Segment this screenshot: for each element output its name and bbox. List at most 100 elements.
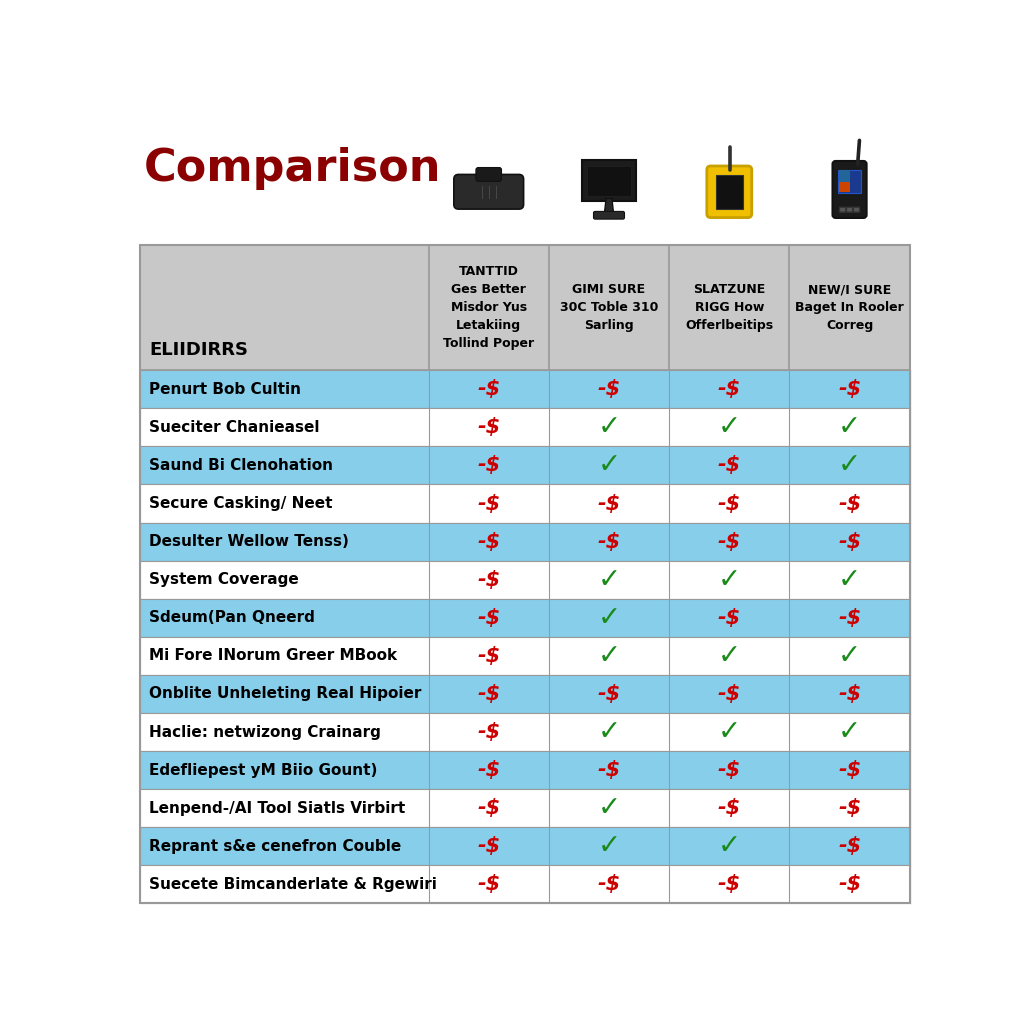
Text: ✓: ✓ — [597, 565, 621, 594]
Text: GIMI SURE
30C Toble 310
Sarling: GIMI SURE 30C Toble 310 Sarling — [560, 284, 658, 332]
Text: -$: -$ — [718, 456, 740, 475]
Text: Reprant s&e cenefron Couble: Reprant s&e cenefron Couble — [150, 839, 401, 854]
Text: Penurt Bob Cultin: Penurt Bob Cultin — [150, 382, 301, 396]
Bar — [140, 484, 909, 522]
Text: -$: -$ — [477, 760, 501, 780]
Text: -$: -$ — [477, 418, 501, 437]
FancyBboxPatch shape — [476, 168, 502, 181]
Text: ✓: ✓ — [597, 833, 621, 860]
Text: -$: -$ — [597, 531, 621, 552]
Text: -$: -$ — [838, 760, 861, 780]
Bar — [140, 446, 909, 484]
Text: Mi Fore INorum Greer MBook: Mi Fore INorum Greer MBook — [150, 648, 397, 664]
Text: -$: -$ — [477, 494, 501, 513]
Bar — [140, 827, 909, 865]
Text: -$: -$ — [838, 379, 861, 399]
Text: ✓: ✓ — [597, 452, 621, 479]
Text: -$: -$ — [477, 456, 501, 475]
Text: ✓: ✓ — [838, 414, 861, 441]
FancyBboxPatch shape — [583, 161, 636, 201]
Bar — [140, 752, 909, 790]
Text: -$: -$ — [477, 837, 501, 856]
FancyBboxPatch shape — [833, 161, 866, 218]
FancyBboxPatch shape — [707, 166, 752, 217]
Text: Lenpend-/AI Tool Siatls Virbirt: Lenpend-/AI Tool Siatls Virbirt — [150, 801, 406, 816]
Bar — [140, 371, 909, 409]
Text: ✓: ✓ — [838, 452, 861, 479]
Text: -$: -$ — [597, 874, 621, 894]
Text: ✓: ✓ — [597, 795, 621, 822]
Text: ✓: ✓ — [718, 718, 741, 746]
FancyBboxPatch shape — [839, 182, 850, 193]
Text: -$: -$ — [597, 494, 621, 513]
Text: -$: -$ — [477, 608, 501, 628]
FancyBboxPatch shape — [840, 207, 846, 212]
Text: -$: -$ — [718, 799, 740, 818]
Bar — [140, 675, 909, 713]
Text: Comparison: Comparison — [143, 146, 441, 189]
Text: ✓: ✓ — [718, 642, 741, 670]
Bar — [140, 245, 909, 371]
Text: Edefliepest yM Biio Gount): Edefliepest yM Biio Gount) — [150, 763, 378, 777]
FancyBboxPatch shape — [847, 207, 853, 212]
Text: Secure Casking/ Neet: Secure Casking/ Neet — [150, 496, 333, 511]
FancyBboxPatch shape — [839, 170, 861, 194]
Text: Saund Bi Clenohation: Saund Bi Clenohation — [150, 458, 333, 473]
Text: -$: -$ — [838, 874, 861, 894]
Text: ✓: ✓ — [597, 718, 621, 746]
Text: -$: -$ — [838, 799, 861, 818]
FancyBboxPatch shape — [853, 207, 859, 212]
Text: -$: -$ — [838, 494, 861, 513]
Bar — [140, 790, 909, 827]
Text: -$: -$ — [718, 494, 740, 513]
Text: -$: -$ — [718, 760, 740, 780]
Text: -$: -$ — [718, 874, 740, 894]
Text: Suecete Bimcanderlate & Rgewiri: Suecete Bimcanderlate & Rgewiri — [150, 877, 437, 892]
Text: -$: -$ — [477, 799, 501, 818]
Bar — [140, 637, 909, 675]
Text: -$: -$ — [477, 531, 501, 552]
Text: -$: -$ — [477, 684, 501, 703]
Text: -$: -$ — [597, 760, 621, 780]
Text: TANTTID
Ges Better
Misdor Yus
Letakiing
Tollind Poper: TANTTID Ges Better Misdor Yus Letakiing … — [443, 265, 535, 350]
Text: -$: -$ — [718, 531, 740, 552]
Text: ✓: ✓ — [597, 604, 621, 632]
Text: Sdeum(Pan Qneerd: Sdeum(Pan Qneerd — [150, 610, 315, 626]
Bar — [140, 713, 909, 752]
FancyBboxPatch shape — [839, 170, 850, 182]
Text: ✓: ✓ — [597, 642, 621, 670]
Text: ✓: ✓ — [597, 414, 621, 441]
Bar — [140, 865, 909, 903]
Text: ✓: ✓ — [838, 565, 861, 594]
Text: Desulter Wellow Tenss): Desulter Wellow Tenss) — [150, 535, 349, 549]
Text: ✓: ✓ — [718, 833, 741, 860]
Bar — [140, 599, 909, 637]
Text: Sueciter Chanieasel: Sueciter Chanieasel — [150, 420, 319, 435]
Text: System Coverage: System Coverage — [150, 572, 299, 587]
Polygon shape — [604, 199, 613, 214]
Text: -$: -$ — [718, 379, 740, 399]
Text: -$: -$ — [477, 874, 501, 894]
Text: NEW/I SURE
Baget In Rooler
Correg: NEW/I SURE Baget In Rooler Correg — [796, 284, 904, 332]
Text: -$: -$ — [718, 608, 740, 628]
Bar — [140, 245, 909, 903]
FancyBboxPatch shape — [716, 175, 742, 209]
FancyBboxPatch shape — [588, 166, 631, 197]
Text: -$: -$ — [838, 837, 861, 856]
Text: -$: -$ — [477, 722, 501, 742]
Text: Haclie: netwizong Crainarg: Haclie: netwizong Crainarg — [150, 725, 381, 739]
Text: -$: -$ — [718, 684, 740, 703]
Bar — [140, 561, 909, 599]
Text: -$: -$ — [597, 379, 621, 399]
Text: -$: -$ — [838, 608, 861, 628]
Text: -$: -$ — [477, 646, 501, 666]
Text: -$: -$ — [838, 531, 861, 552]
Text: ✓: ✓ — [838, 642, 861, 670]
Text: ✓: ✓ — [838, 718, 861, 746]
Text: ✓: ✓ — [718, 565, 741, 594]
Text: ✓: ✓ — [718, 414, 741, 441]
Text: ELIIDIRRS: ELIIDIRRS — [150, 341, 248, 358]
Bar — [140, 409, 909, 446]
Text: Onblite Unheleting Real Hipoier: Onblite Unheleting Real Hipoier — [150, 686, 422, 701]
Bar — [140, 522, 909, 561]
